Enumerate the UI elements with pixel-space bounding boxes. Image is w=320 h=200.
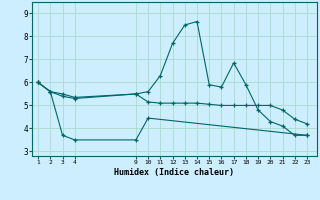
X-axis label: Humidex (Indice chaleur): Humidex (Indice chaleur)	[115, 168, 234, 177]
